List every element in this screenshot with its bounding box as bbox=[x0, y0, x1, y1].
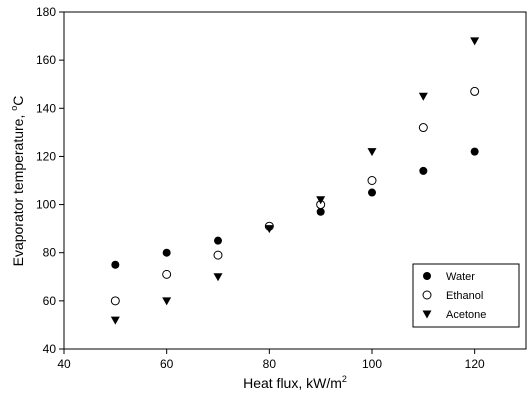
data-point-water bbox=[419, 166, 428, 175]
y-tick-label: 180 bbox=[36, 5, 56, 19]
data-point-acetone bbox=[316, 196, 326, 205]
data-point-ethanol bbox=[418, 123, 428, 133]
x-axis-ticks: 40 60 80 100 120 bbox=[57, 349, 485, 371]
y-tick-label: 80 bbox=[43, 246, 57, 260]
x-tick-label: 80 bbox=[263, 357, 277, 371]
data-point-water bbox=[214, 236, 222, 245]
data-points bbox=[110, 37, 480, 325]
data-point-water bbox=[470, 147, 479, 156]
data-point-acetone bbox=[162, 297, 172, 306]
data-point-acetone bbox=[264, 225, 274, 234]
y-axis-title: Evaporator temperature, oC bbox=[9, 96, 26, 267]
data-point-water bbox=[162, 248, 171, 257]
data-point-ethanol bbox=[470, 86, 480, 96]
y-tick-label: 60 bbox=[43, 294, 57, 308]
data-point-water bbox=[111, 260, 120, 269]
data-point-ethanol bbox=[110, 296, 120, 306]
data-point-ethanol bbox=[367, 176, 377, 185]
plot-area bbox=[63, 11, 527, 350]
x-tick-label: 100 bbox=[362, 357, 382, 371]
data-point-acetone bbox=[367, 148, 377, 157]
y-tick-label: 100 bbox=[36, 198, 56, 212]
y-tick-label: 140 bbox=[36, 101, 56, 115]
plot-frame bbox=[63, 11, 527, 350]
x-tick-label: 40 bbox=[57, 357, 71, 371]
legend-label-water: Water bbox=[446, 271, 475, 283]
legend-marker-ethanol bbox=[422, 290, 432, 300]
y-tick-label: 120 bbox=[36, 149, 56, 163]
x-axis-title: Heat flux, kW/m2 bbox=[243, 374, 347, 391]
x-tick-label: 120 bbox=[465, 357, 485, 371]
x-tick-label: 60 bbox=[160, 357, 174, 371]
y-tick-label: 160 bbox=[36, 53, 56, 67]
legend: Water Ethanol Acetone bbox=[412, 263, 520, 328]
legend-label-acetone: Acetone bbox=[446, 309, 486, 321]
legend-marker-acetone bbox=[422, 310, 432, 319]
data-point-acetone bbox=[110, 316, 120, 325]
data-point-acetone bbox=[418, 92, 428, 101]
data-point-acetone bbox=[213, 273, 223, 282]
legend-label-ethanol: Ethanol bbox=[446, 290, 483, 302]
y-tick-label: 40 bbox=[43, 342, 57, 356]
data-point-ethanol bbox=[162, 269, 172, 279]
y-axis-ticks: 40 60 80 100 120 140 160 180 bbox=[36, 5, 64, 356]
data-point-water bbox=[316, 207, 325, 216]
data-point-ethanol bbox=[213, 250, 223, 260]
data-point-water bbox=[368, 188, 376, 197]
legend-marker-water bbox=[423, 272, 431, 280]
data-point-acetone bbox=[470, 37, 480, 46]
